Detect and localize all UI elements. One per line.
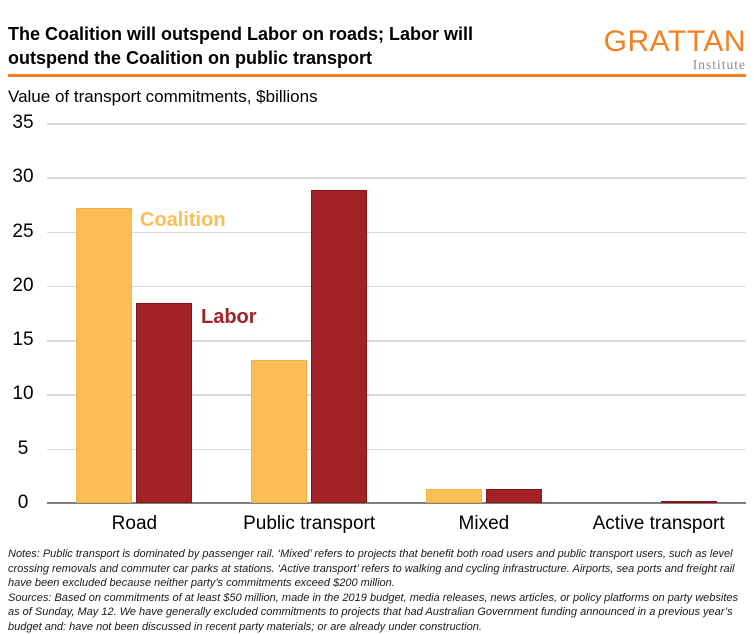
series-label-labor: Labor — [201, 306, 257, 328]
x-category-label-public-transport: Public transport — [243, 513, 376, 534]
bar-public-transport-labor — [311, 190, 368, 503]
y-tick-label-5: 5 — [17, 437, 29, 459]
bar-mixed-coalition — [425, 488, 482, 503]
bar-active-transport-labor — [660, 500, 717, 503]
chart-title: The Coalition will outspend Labor on roa… — [8, 22, 608, 70]
gridline-30 — [47, 177, 746, 179]
y-tick-label-10: 10 — [12, 383, 34, 405]
bar-mixed-labor — [485, 488, 542, 503]
bar-road-coalition — [76, 207, 133, 503]
gridline-35 — [47, 123, 746, 125]
y-tick-label-15: 15 — [12, 329, 34, 351]
gridline-5 — [47, 448, 746, 451]
x-axis-line — [47, 502, 746, 504]
x-category-label-mixed: Mixed — [458, 513, 510, 534]
chart-title-line2: outspend the Coalition on public transpo… — [8, 48, 372, 68]
y-tick-label-30: 30 — [12, 166, 34, 188]
series-label-coalition: Coalition — [140, 209, 226, 231]
gridline-20 — [47, 285, 746, 288]
grattan-logo: GRATTAN Institute — [604, 26, 746, 72]
y-tick-label-20: 20 — [12, 274, 34, 296]
sources-text: Sources: Based on commitments of at leas… — [8, 591, 739, 633]
chart-footnotes: Notes: Public transport is dominated by … — [8, 547, 749, 634]
gridline-25 — [47, 231, 746, 234]
bar-road-labor — [136, 303, 193, 503]
grattan-logo-institute: Institute — [692, 57, 746, 72]
grattan-logo-wordmark: GRATTAN — [603, 25, 746, 58]
bar-public-transport-coalition — [251, 359, 308, 503]
notes-text: Notes: Public transport is dominated by … — [8, 548, 735, 589]
x-category-label-road: Road — [111, 513, 158, 534]
y-tick-label-25: 25 — [12, 220, 34, 242]
x-category-label-active-transport: Active transport — [592, 513, 725, 534]
gridline-15 — [47, 340, 746, 342]
gridline-10 — [47, 394, 746, 396]
orange-divider-rule — [8, 74, 746, 77]
y-tick-label-35: 35 — [12, 112, 34, 133]
chart-title-line1: The Coalition will outspend Labor on roa… — [8, 24, 474, 44]
chart-subtitle: Value of transport commitments, $billion… — [8, 87, 318, 106]
y-tick-label-0: 0 — [17, 492, 29, 513]
